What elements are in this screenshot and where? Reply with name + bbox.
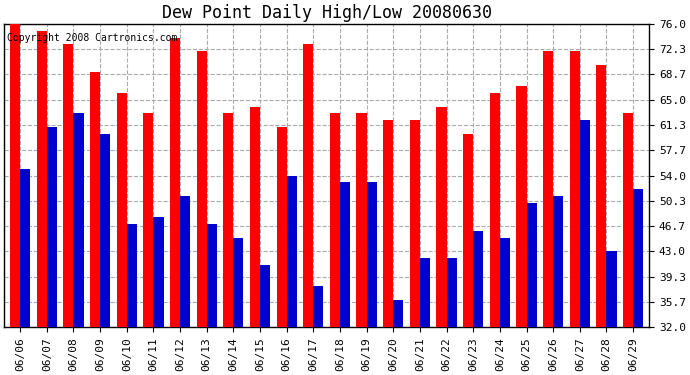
Bar [543,51,553,327]
Bar [63,44,73,327]
Bar [207,224,217,327]
Bar [607,252,617,327]
Bar [127,224,137,327]
Bar [250,106,260,327]
Bar [437,106,446,327]
Bar [180,196,190,327]
Bar [446,258,457,327]
Bar [410,120,420,327]
Text: Copyright 2008 Cartronics.com: Copyright 2008 Cartronics.com [8,33,178,43]
Bar [286,176,297,327]
Bar [393,300,404,327]
Bar [420,258,430,327]
Bar [144,113,153,327]
Bar [490,93,500,327]
Bar [47,127,57,327]
Bar [197,51,207,327]
Bar [20,169,30,327]
Bar [90,72,100,327]
Bar [73,113,83,327]
Bar [10,24,20,327]
Bar [303,44,313,327]
Bar [313,286,324,327]
Bar [153,217,164,327]
Bar [117,93,127,327]
Bar [500,238,510,327]
Bar [277,127,286,327]
Bar [623,113,633,327]
Bar [340,183,350,327]
Bar [633,189,643,327]
Bar [233,238,244,327]
Bar [596,65,607,327]
Bar [224,113,233,327]
Bar [366,183,377,327]
Bar [383,120,393,327]
Bar [100,134,110,327]
Bar [580,120,590,327]
Title: Dew Point Daily High/Low 20080630: Dew Point Daily High/Low 20080630 [161,4,492,22]
Bar [260,265,270,327]
Bar [170,38,180,327]
Bar [330,113,340,327]
Bar [37,31,47,327]
Bar [516,86,526,327]
Bar [570,51,580,327]
Bar [357,113,366,327]
Bar [526,203,537,327]
Bar [473,231,483,327]
Bar [463,134,473,327]
Bar [553,196,563,327]
